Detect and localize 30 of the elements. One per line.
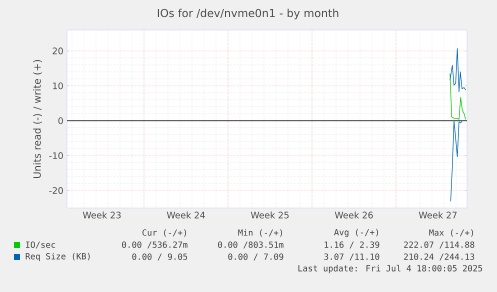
text: 3.07 /11.10 (324, 253, 380, 261)
chart-title: IOs for /dev/nvme0n1 - by month (158, 8, 338, 20)
text: Last update: Fri Jul 4 18:00:05 2025 (298, 264, 482, 274)
text: Max (-/+) (429, 229, 474, 237)
text: 0.00 / 9.05 (132, 253, 188, 261)
text: 0.00 /803.51m (218, 241, 284, 249)
x-tick-label: Week 26 (334, 212, 373, 218)
y-axis-title: Units read (-) / write (+) (33, 60, 42, 178)
y-tick-label: 20 (52, 48, 63, 54)
text: 1.16 / 2.39 (324, 241, 380, 249)
text: 210.24 /244.13 (404, 253, 474, 261)
y-tick-label: -20 (49, 187, 63, 194)
text: 0.00 /536.27m (122, 241, 188, 249)
text: Min (-/+) (238, 229, 282, 237)
legend-label: IO/sec (26, 241, 56, 249)
y-tick-label: -10 (49, 152, 63, 160)
y-tick-label: 10 (53, 82, 63, 90)
line-series (450, 73, 466, 120)
line-series (450, 48, 466, 92)
x-tick-label: Week 25 (250, 212, 289, 218)
x-tick-label: Week 24 (166, 212, 205, 218)
text: 0.00 / 7.09 (228, 253, 284, 261)
text: 222.07 /114.88 (404, 241, 474, 249)
x-tick-label: Week 27 (418, 212, 457, 218)
legend-label: Req Size (KB) (26, 252, 90, 262)
text: Cur (-/+) (142, 229, 186, 237)
text: Avg (-/+) (334, 228, 378, 238)
line-series (450, 120, 463, 202)
y-tick-label: 0 (58, 117, 63, 124)
x-tick-label: Week 23 (82, 212, 121, 218)
